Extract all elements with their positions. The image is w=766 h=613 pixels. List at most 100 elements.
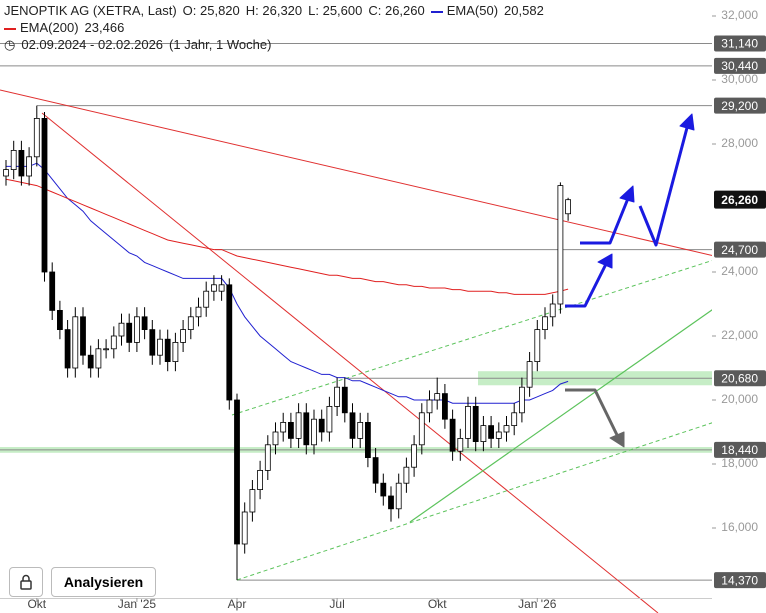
x-tick-label: Okt [428, 597, 447, 611]
ohlc: L: 25,600 [308, 3, 363, 18]
candle-body [534, 329, 541, 363]
candle-body [480, 425, 487, 443]
candle-body [64, 329, 71, 369]
candle-body [18, 149, 25, 177]
level-label-box [714, 441, 766, 458]
arrow-head [679, 113, 695, 131]
y-tick-label: 18,000 [721, 456, 758, 470]
candle-body [133, 316, 140, 343]
candle-body [257, 469, 264, 490]
arrow [580, 195, 631, 245]
trend-line [231, 257, 721, 416]
candle-body [418, 412, 425, 446]
arrows [565, 113, 695, 448]
candle-body [218, 284, 225, 292]
x-tick-label: Apr [228, 597, 247, 611]
x-tick-label: Jan '26 [518, 597, 557, 611]
analyze-button[interactable]: Analysieren [51, 567, 156, 597]
clock-icon: ◷ [4, 37, 16, 52]
candle-body [565, 199, 571, 215]
candle-body [49, 271, 56, 311]
level-label: 18,440 [721, 443, 758, 457]
candle-body [149, 329, 156, 356]
y-tick-label: 24,000 [721, 264, 758, 278]
legend-name: EMA(200) [20, 20, 79, 35]
candle-body [41, 118, 48, 273]
candle-body [234, 399, 240, 545]
candle-body [287, 421, 294, 439]
candle-body [549, 303, 556, 318]
candle-body [157, 338, 163, 356]
level-label-box [714, 370, 766, 387]
legend-swatch [430, 10, 443, 13]
candle-body [426, 399, 433, 414]
candle-body [449, 418, 456, 452]
candle-body [519, 386, 525, 414]
candle-body [272, 431, 279, 446]
x-tick-label: Okt [27, 597, 46, 611]
candle-body [172, 341, 179, 362]
legend-swatch [4, 27, 16, 30]
candle-body [226, 284, 233, 401]
candle-body [357, 421, 364, 439]
last-price-box [714, 190, 766, 209]
candle-body [472, 405, 479, 442]
candle-body [87, 354, 94, 369]
candle-body [141, 316, 148, 330]
candle-body [495, 431, 502, 439]
candle-body [526, 361, 533, 388]
y-tick-label: 22,000 [721, 328, 758, 342]
candle-body [311, 418, 317, 446]
candle-body [326, 405, 333, 433]
y-tick-label: 16,000 [721, 520, 758, 534]
candle-body [249, 489, 256, 513]
trend-line [236, 404, 766, 581]
y-tick-label: 28,000 [721, 136, 758, 150]
candle-body [164, 338, 171, 363]
candle-body [95, 348, 102, 369]
level-label: 30,440 [721, 59, 758, 73]
candle-body [10, 149, 17, 170]
candle-body [434, 393, 441, 401]
lock-button[interactable] [9, 567, 43, 597]
ohlc: C: 26,260 [368, 3, 425, 18]
level-label-box [714, 572, 766, 589]
candle-body [72, 316, 79, 369]
candle-body [26, 156, 33, 177]
levels [0, 43, 712, 581]
candle-body [118, 322, 125, 337]
candle-body [372, 457, 379, 484]
date-range: 02.09.2024 - 02.02.2026 [21, 37, 164, 52]
level-label: 24,700 [721, 243, 758, 257]
candle-body [57, 309, 63, 330]
candle-body [457, 437, 464, 452]
candle-body [441, 393, 448, 420]
level-label-box [714, 57, 766, 74]
trend-lines [0, 89, 766, 613]
candle-body [503, 425, 510, 433]
arrow-head [597, 253, 613, 269]
trend-line [41, 112, 659, 613]
trend-line [409, 271, 766, 523]
lock-icon [20, 574, 32, 590]
level-label-box [714, 97, 766, 114]
legend: JENOPTIK AG (XETRA, Last) O: 25,820 H: 26,… [4, 2, 550, 53]
candle-body [465, 405, 471, 439]
legend-name: EMA(50) [446, 3, 499, 18]
arrow [565, 388, 620, 438]
candle-body [195, 306, 202, 318]
trend-line [0, 89, 766, 269]
instrument: JENOPTIK AG (XETRA, Last) [4, 3, 177, 18]
level-label: 29,200 [721, 99, 758, 113]
candle-body [364, 421, 371, 458]
candle-body [380, 482, 387, 497]
level-label-box [714, 241, 766, 258]
ohlc: H: 26,320 [245, 3, 303, 18]
legend-value: 23,466 [84, 20, 125, 35]
candle-body [241, 511, 248, 545]
arrow-head [609, 431, 625, 448]
y-tick-label: 32,000 [721, 8, 758, 22]
level-label: 20,680 [721, 371, 758, 385]
